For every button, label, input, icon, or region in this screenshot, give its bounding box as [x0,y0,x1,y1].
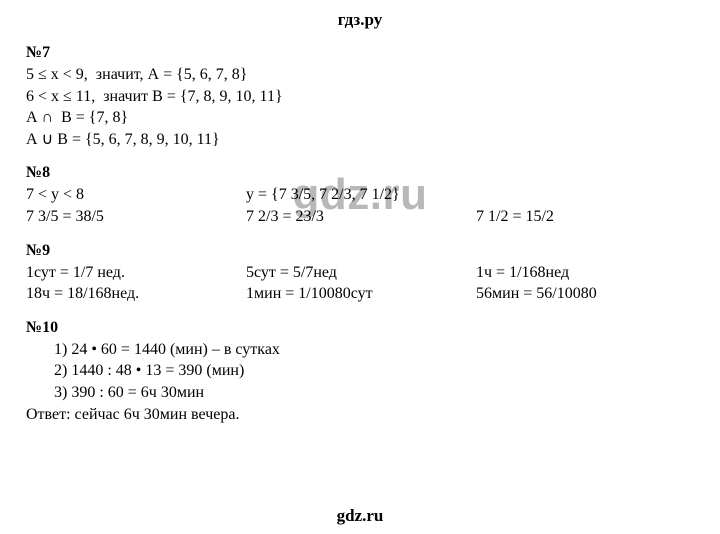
problem-9-title: №9 [26,242,694,260]
problem-7-line: А ∪ В = {5, 6, 7, 8, 9, 10, 11} [26,129,694,151]
problem-9-cell: 1мин = 1/10080сут [246,283,476,305]
problem-7-title: №7 [26,44,694,62]
problem-9-cell: 1ч = 1/168нед [476,262,694,284]
problem-10-title: №10 [26,319,694,337]
problem-7-line: 6 < x ≤ 11, значит В = {7, 8, 9, 10, 11} [26,86,694,108]
problem-9: №9 1сут = 1/7 нед. 5сут = 5/7нед 1ч = 1/… [26,242,694,305]
problem-10-answer: Ответ: сейчас 6ч 30мин вечера. [26,404,694,426]
problem-8-cell: 7 2/3 = 23/3 [246,206,476,228]
problem-7: №7 5 ≤ x < 9, значит, А = {5, 6, 7, 8} 6… [26,44,694,150]
problem-10: №10 1) 24 • 60 = 1440 (мин) – в сутках 2… [26,319,694,425]
problem-8-cell [476,184,694,206]
problem-9-cell: 5сут = 5/7нед [246,262,476,284]
problem-7-line: А ∩ В = {7, 8} [26,107,694,129]
page-header: гдз.ру [26,10,694,30]
problem-8-cell: 7 3/5 = 38/5 [26,206,246,228]
problem-7-line: 5 ≤ x < 9, значит, А = {5, 6, 7, 8} [26,64,694,86]
problem-10-line: 2) 1440 : 48 • 13 = 390 (мин) [26,360,694,382]
problem-9-cell: 18ч = 18/168нед. [26,283,246,305]
problem-10-line: 1) 24 • 60 = 1440 (мин) – в сутках [26,339,694,361]
problem-9-cell: 56мин = 56/10080 [476,283,694,305]
problem-8-cell: y = {7 3/5, 7 2/3, 7 1/2} [246,184,476,206]
problem-8-title: №8 [26,164,694,182]
problem-8-cell: 7 1/2 = 15/2 [476,206,694,228]
page-footer: gdz.ru [0,506,720,526]
problem-10-line: 3) 390 : 60 = 6ч 30мин [26,382,694,404]
problem-8-cell: 7 < y < 8 [26,184,246,206]
problem-8: №8 7 < y < 8 y = {7 3/5, 7 2/3, 7 1/2} 7… [26,164,694,227]
problem-9-cell: 1сут = 1/7 нед. [26,262,246,284]
